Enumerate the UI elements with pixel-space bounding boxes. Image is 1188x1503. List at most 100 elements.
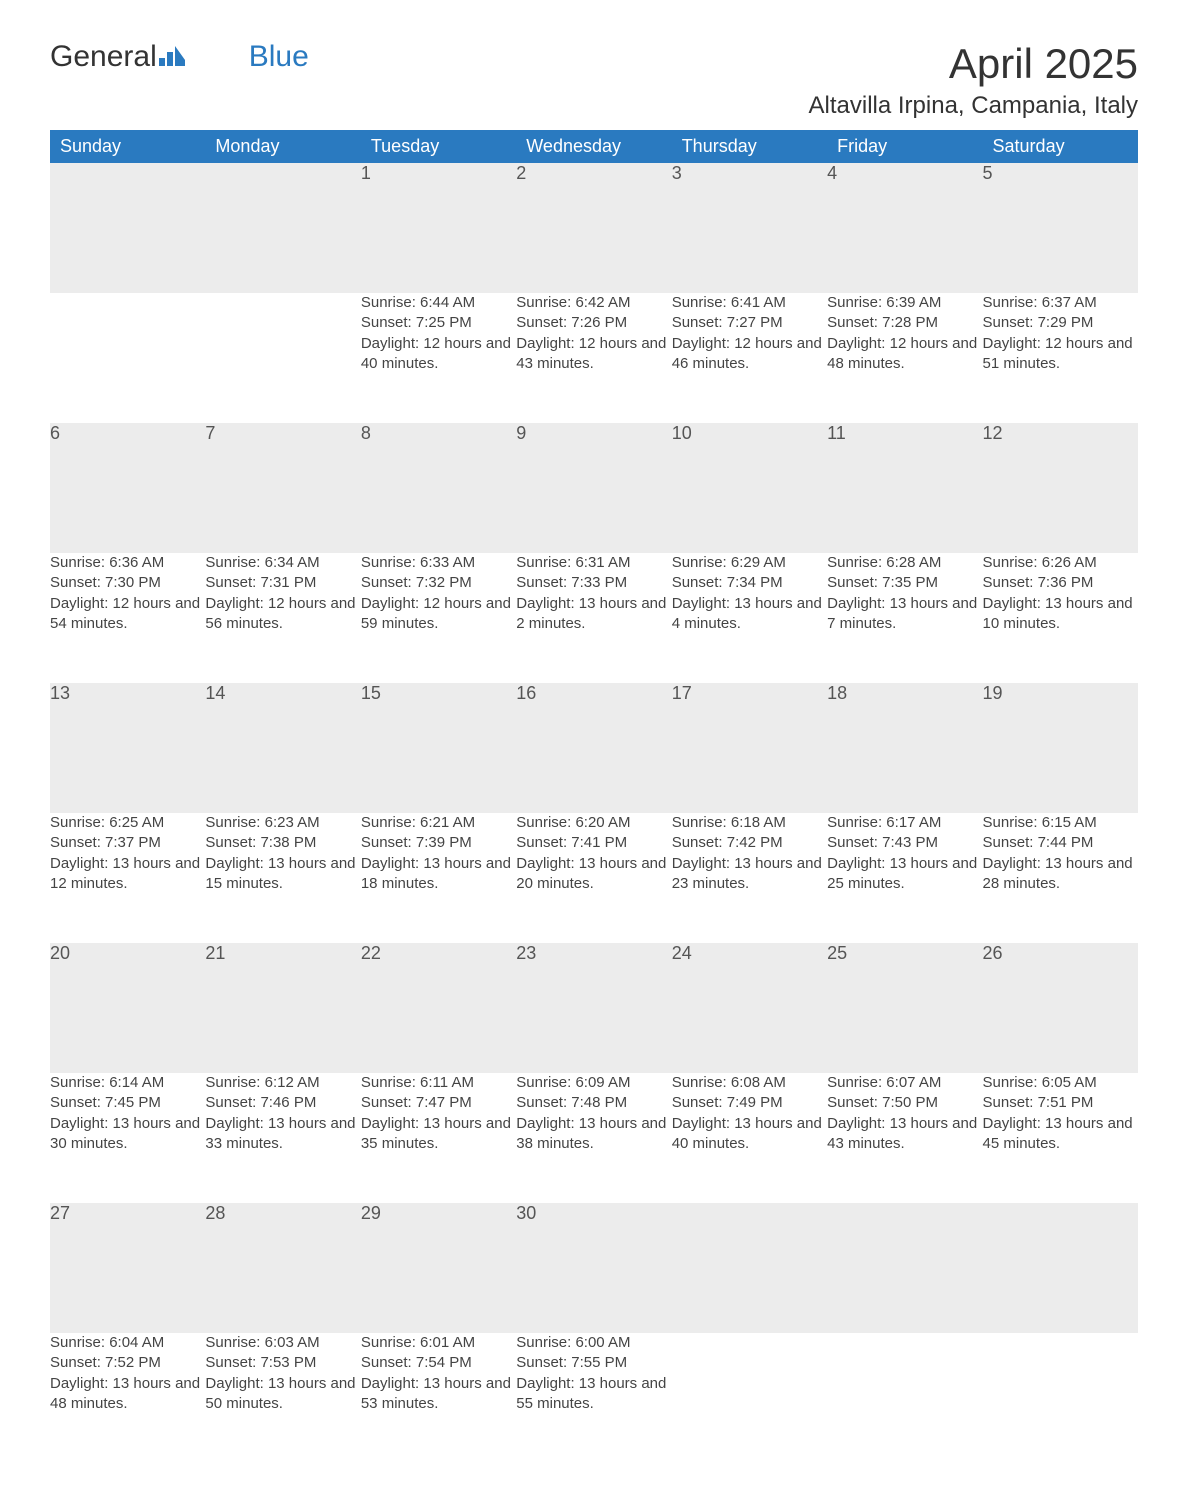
sunrise-text: Sunrise: 6:12 AM	[205, 1073, 360, 1093]
daylight-text: Daylight: 13 hours and 43 minutes.	[827, 1114, 982, 1155]
day-detail-row: Sunrise: 6:36 AMSunset: 7:30 PMDaylight:…	[50, 553, 1138, 683]
sunrise-text: Sunrise: 6:31 AM	[516, 553, 671, 573]
sunrise-text: Sunrise: 6:20 AM	[516, 813, 671, 833]
day-number-cell: 8	[361, 423, 516, 553]
day-number-cell	[983, 1203, 1138, 1333]
sunset-text: Sunset: 7:46 PM	[205, 1093, 360, 1113]
day-number-cell: 19	[983, 683, 1138, 813]
daylight-text: Daylight: 12 hours and 56 minutes.	[205, 594, 360, 635]
day-number-cell: 16	[516, 683, 671, 813]
month-title: April 2025	[809, 40, 1138, 88]
day-number-row: 13141516171819	[50, 683, 1138, 813]
day-number-cell: 17	[672, 683, 827, 813]
daylight-text: Daylight: 13 hours and 2 minutes.	[516, 594, 671, 635]
sunrise-text: Sunrise: 6:17 AM	[827, 813, 982, 833]
sunrise-text: Sunrise: 6:44 AM	[361, 293, 516, 313]
sunset-text: Sunset: 7:26 PM	[516, 313, 671, 333]
sunrise-text: Sunrise: 6:28 AM	[827, 553, 982, 573]
weekday-header: Saturday	[983, 130, 1138, 163]
daylight-text: Daylight: 13 hours and 50 minutes.	[205, 1374, 360, 1415]
day-number-cell: 29	[361, 1203, 516, 1333]
day-number-row: 6789101112	[50, 423, 1138, 553]
sunrise-text: Sunrise: 6:09 AM	[516, 1073, 671, 1093]
sunrise-text: Sunrise: 6:11 AM	[361, 1073, 516, 1093]
sunrise-text: Sunrise: 6:34 AM	[205, 553, 360, 573]
daylight-text: Daylight: 13 hours and 23 minutes.	[672, 854, 827, 895]
day-detail-cell	[827, 1333, 982, 1463]
sunset-text: Sunset: 7:28 PM	[827, 313, 982, 333]
weekday-header: Thursday	[672, 130, 827, 163]
day-number-cell: 23	[516, 943, 671, 1073]
sunset-text: Sunset: 7:36 PM	[983, 573, 1138, 593]
sunrise-text: Sunrise: 6:26 AM	[983, 553, 1138, 573]
sunset-text: Sunset: 7:37 PM	[50, 833, 205, 853]
day-detail-row: Sunrise: 6:04 AMSunset: 7:52 PMDaylight:…	[50, 1333, 1138, 1463]
sunset-text: Sunset: 7:34 PM	[672, 573, 827, 593]
sunset-text: Sunset: 7:49 PM	[672, 1093, 827, 1113]
daylight-text: Daylight: 13 hours and 28 minutes.	[983, 854, 1138, 895]
day-number-row: 12345	[50, 163, 1138, 293]
day-detail-cell: Sunrise: 6:12 AMSunset: 7:46 PMDaylight:…	[205, 1073, 360, 1203]
sunrise-text: Sunrise: 6:42 AM	[516, 293, 671, 313]
sunset-text: Sunset: 7:39 PM	[361, 833, 516, 853]
sunset-text: Sunset: 7:25 PM	[361, 313, 516, 333]
sunset-text: Sunset: 7:52 PM	[50, 1353, 205, 1373]
sunrise-text: Sunrise: 6:36 AM	[50, 553, 205, 573]
day-detail-cell: Sunrise: 6:34 AMSunset: 7:31 PMDaylight:…	[205, 553, 360, 683]
day-detail-cell: Sunrise: 6:18 AMSunset: 7:42 PMDaylight:…	[672, 813, 827, 943]
day-number-cell: 3	[672, 163, 827, 293]
day-detail-cell: Sunrise: 6:23 AMSunset: 7:38 PMDaylight:…	[205, 813, 360, 943]
sunset-text: Sunset: 7:38 PM	[205, 833, 360, 853]
day-number-cell	[205, 163, 360, 293]
sunset-text: Sunset: 7:32 PM	[361, 573, 516, 593]
daylight-text: Daylight: 13 hours and 10 minutes.	[983, 594, 1138, 635]
sunrise-text: Sunrise: 6:04 AM	[50, 1333, 205, 1353]
daylight-text: Daylight: 13 hours and 15 minutes.	[205, 854, 360, 895]
day-number-cell: 20	[50, 943, 205, 1073]
day-number-cell: 14	[205, 683, 360, 813]
daylight-text: Daylight: 12 hours and 48 minutes.	[827, 334, 982, 375]
daylight-text: Daylight: 12 hours and 51 minutes.	[983, 334, 1138, 375]
day-detail-cell: Sunrise: 6:08 AMSunset: 7:49 PMDaylight:…	[672, 1073, 827, 1203]
day-detail-row: Sunrise: 6:44 AMSunset: 7:25 PMDaylight:…	[50, 293, 1138, 423]
day-number-row: 20212223242526	[50, 943, 1138, 1073]
weekday-header: Sunday	[50, 130, 205, 163]
daylight-text: Daylight: 13 hours and 38 minutes.	[516, 1114, 671, 1155]
day-number-cell: 5	[983, 163, 1138, 293]
brand-part2: Blue	[249, 40, 309, 74]
page-header: General Blue April 2025 Altavilla Irpina…	[50, 40, 1138, 120]
sunset-text: Sunset: 7:35 PM	[827, 573, 982, 593]
day-number-cell: 24	[672, 943, 827, 1073]
day-number-cell: 18	[827, 683, 982, 813]
daylight-text: Daylight: 12 hours and 40 minutes.	[361, 334, 516, 375]
day-number-cell: 15	[361, 683, 516, 813]
day-number-row: 27282930	[50, 1203, 1138, 1333]
day-detail-cell: Sunrise: 6:11 AMSunset: 7:47 PMDaylight:…	[361, 1073, 516, 1203]
day-detail-cell: Sunrise: 6:39 AMSunset: 7:28 PMDaylight:…	[827, 293, 982, 423]
sunrise-text: Sunrise: 6:33 AM	[361, 553, 516, 573]
sunset-text: Sunset: 7:50 PM	[827, 1093, 982, 1113]
day-detail-cell: Sunrise: 6:17 AMSunset: 7:43 PMDaylight:…	[827, 813, 982, 943]
day-number-cell: 4	[827, 163, 982, 293]
daylight-text: Daylight: 13 hours and 12 minutes.	[50, 854, 205, 895]
sunset-text: Sunset: 7:27 PM	[672, 313, 827, 333]
day-detail-cell	[672, 1333, 827, 1463]
brand-chart-icon	[159, 40, 185, 74]
day-number-cell: 2	[516, 163, 671, 293]
sunrise-text: Sunrise: 6:15 AM	[983, 813, 1138, 833]
day-detail-cell	[205, 293, 360, 423]
day-detail-cell: Sunrise: 6:37 AMSunset: 7:29 PMDaylight:…	[983, 293, 1138, 423]
daylight-text: Daylight: 13 hours and 53 minutes.	[361, 1374, 516, 1415]
day-number-cell: 26	[983, 943, 1138, 1073]
day-detail-cell: Sunrise: 6:15 AMSunset: 7:44 PMDaylight:…	[983, 813, 1138, 943]
daylight-text: Daylight: 12 hours and 54 minutes.	[50, 594, 205, 635]
day-detail-row: Sunrise: 6:14 AMSunset: 7:45 PMDaylight:…	[50, 1073, 1138, 1203]
sunrise-text: Sunrise: 6:01 AM	[361, 1333, 516, 1353]
day-detail-cell: Sunrise: 6:20 AMSunset: 7:41 PMDaylight:…	[516, 813, 671, 943]
sunset-text: Sunset: 7:44 PM	[983, 833, 1138, 853]
day-number-cell: 7	[205, 423, 360, 553]
day-number-cell: 12	[983, 423, 1138, 553]
sunset-text: Sunset: 7:43 PM	[827, 833, 982, 853]
day-number-cell	[827, 1203, 982, 1333]
weekday-header: Monday	[205, 130, 360, 163]
